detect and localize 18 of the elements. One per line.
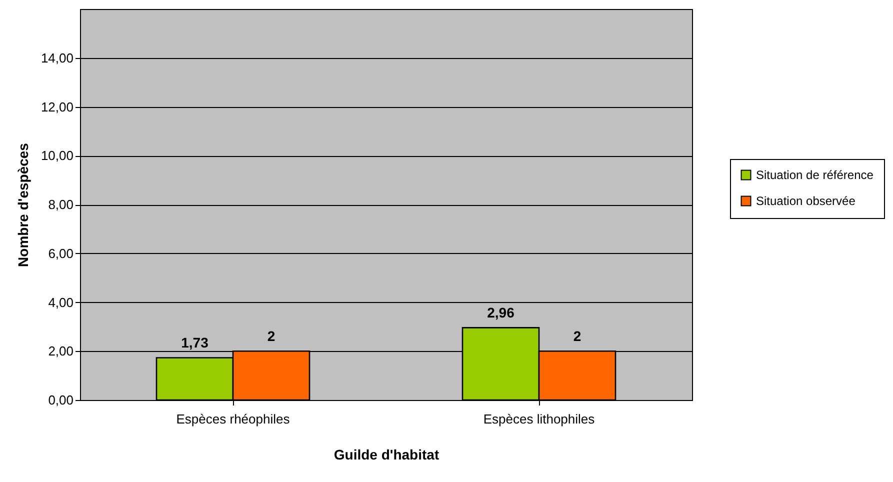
legend-label: Situation de référence [756,168,874,182]
y-tick-label: 0,00 [48,392,74,408]
y-tick-label: 2,00 [48,344,74,359]
x-tick-label: Espèces rhéophiles [176,412,290,426]
x-axis-title: Guilde d'habitat [334,446,440,462]
y-axis-title: Nombre d'espèces [14,142,31,267]
y-tick-label: 8,00 [48,197,74,212]
x-tick-label: Espèces lithophiles [483,412,596,426]
y-tick-label: 12,00 [40,99,74,114]
data-label: 2 [267,328,276,344]
data-label: 1,73 [181,334,209,351]
legend-label: Situation observée [756,194,856,208]
y-tick-label: 14,00 [40,50,74,66]
data-label: 2 [573,328,582,344]
data-label: 2,96 [487,304,515,321]
y-tick-label: 4,00 [48,294,74,310]
y-tick-label: 10,00 [40,148,74,164]
y-tick-label: 6,00 [48,246,74,261]
